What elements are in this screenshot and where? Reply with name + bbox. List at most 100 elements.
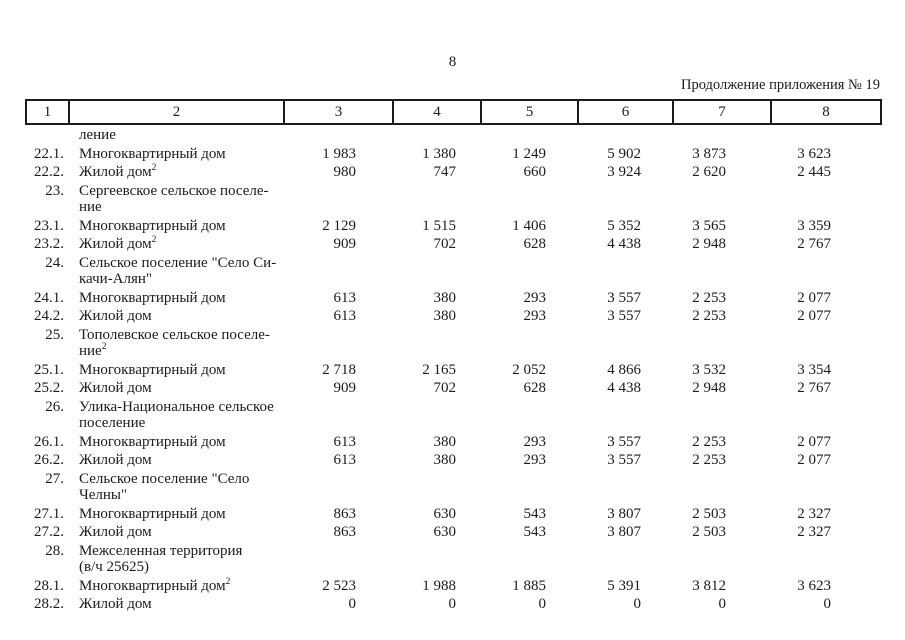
table-row: 28.2. Жилой дом 0 0 0 0 0 0 [26,594,881,613]
value-cell [393,181,481,216]
value-cell: 380 [433,308,457,324]
row-number: 28.1. [34,577,64,594]
value-cell: 4 866 [607,361,641,378]
value-cell: 702 [433,380,457,396]
row-name: Жилой дом [79,596,152,612]
value-cell [578,469,673,504]
value-cell: 909 [333,236,357,252]
value-cell [673,124,771,144]
row-number: 24.2. [34,308,64,324]
row-name: Многоквартирный дом [79,361,226,378]
table-row: 27.2. Жилой дом 863 630 543 3 807 2 503 2 327 [26,522,881,541]
row-name: Жилой дом [79,308,152,324]
row-name: ление [79,127,116,143]
value-cell: 4 438 [607,236,641,252]
value-cell: 2 077 [797,452,831,468]
value-cell: 0 [348,596,357,612]
table-row: 22.2. Жилой дом2 980 747 660 3 924 2 620 2 445 [26,162,881,181]
table-row: 27.1. Многоквартирный дом 863 630 543 3 807 2 … [26,504,881,523]
value-cell [481,469,578,504]
row-number: 24. [45,254,64,271]
value-cell: 2 253 [692,452,726,468]
row-name: Многоквартирный дом2 [79,576,231,594]
page-number: 8 [448,54,457,70]
value-cell [393,469,481,504]
footnote-marker: 2 [101,342,107,352]
row-number: 27. [45,470,64,487]
value-cell: 630 [433,524,457,540]
value-cell: 380 [433,289,457,306]
value-cell [284,397,393,432]
row-number: 25.1. [34,361,64,378]
row-number: 26.1. [34,433,64,450]
table-row: 23.1. Многоквартирный дом 2 129 1 515 1 406 5… [26,216,881,235]
column-header: 7 [672,99,772,125]
row-number [26,124,69,144]
value-cell: 2 052 [512,361,546,378]
value-cell [284,325,393,360]
table-row: 25. Тополевское сельское поселе- ние2 [26,325,881,360]
value-cell [393,325,481,360]
row-number: 27.1. [34,505,64,522]
row-name: Сельское поселение "Село Си- качи-Алян" [79,254,277,288]
value-cell: 3 354 [797,361,831,378]
row-name: Многоквартирный дом [79,505,226,522]
value-cell: 628 [523,236,547,252]
row-name: Многоквартирный дом [79,217,226,234]
table-row: 24.1. Многоквартирный дом 613 380 293 3 557 2 … [26,288,881,307]
table-row: ление [26,124,881,144]
column-header: 6 [577,99,674,125]
row-number: 23.2. [34,236,64,252]
value-cell: 0 [633,596,642,612]
value-cell: 293 [523,452,547,468]
value-cell [481,253,578,288]
value-cell: 380 [433,433,457,450]
value-cell: 2 253 [692,289,726,306]
value-cell [481,325,578,360]
value-cell: 5 391 [607,577,641,594]
row-name: Многоквартирный дом [79,289,226,306]
table-body: ление 22.1. Многоквартирный дом 1 983 1 380 1… [26,124,881,613]
column-header: 3 [283,99,394,125]
value-cell: 3 924 [607,164,641,180]
row-number: 26. [45,398,64,415]
value-cell: 613 [333,308,357,324]
value-cell: 1 406 [512,217,546,234]
value-cell: 380 [433,452,457,468]
row-name: Улика-Национальное сельское поселение [79,398,274,432]
value-cell: 2 503 [692,524,726,540]
table-row: 25.1. Многоквартирный дом 2 718 2 165 2 052 4… [26,360,881,379]
value-cell: 2 503 [692,505,726,522]
value-cell: 4 438 [607,380,641,396]
value-cell: 543 [523,505,547,522]
value-cell: 543 [523,524,547,540]
value-cell: 3 532 [692,361,726,378]
value-cell: 0 [448,596,457,612]
row-number: 22.2. [34,164,64,180]
value-cell: 5 352 [607,217,641,234]
row-name: Межселенная территория (в/ч 25625) [79,542,243,576]
row-number: 28.2. [34,596,64,612]
value-cell [393,541,481,576]
value-cell [578,253,673,288]
value-cell [284,469,393,504]
value-cell: 2 767 [797,236,831,252]
row-name: Жилой дом [79,452,152,468]
column-header: 4 [392,99,482,125]
value-cell [771,253,881,288]
value-cell [393,253,481,288]
value-cell: 613 [333,452,357,468]
table-row: 27. Сельское поселение "Село Челны" [26,469,881,504]
table-row: 28.1. Многоквартирный дом2 2 523 1 988 1 885… [26,576,881,595]
value-cell: 2 523 [322,577,356,594]
row-number: 28. [45,542,64,559]
value-cell: 628 [523,380,547,396]
value-cell [673,325,771,360]
value-cell: 3 873 [692,145,726,162]
value-cell: 2 165 [422,361,456,378]
row-number: 25.2. [34,380,64,396]
table-row: 26.2. Жилой дом 613 380 293 3 557 2 253 2 077 [26,450,881,469]
value-cell: 1 988 [422,577,456,594]
